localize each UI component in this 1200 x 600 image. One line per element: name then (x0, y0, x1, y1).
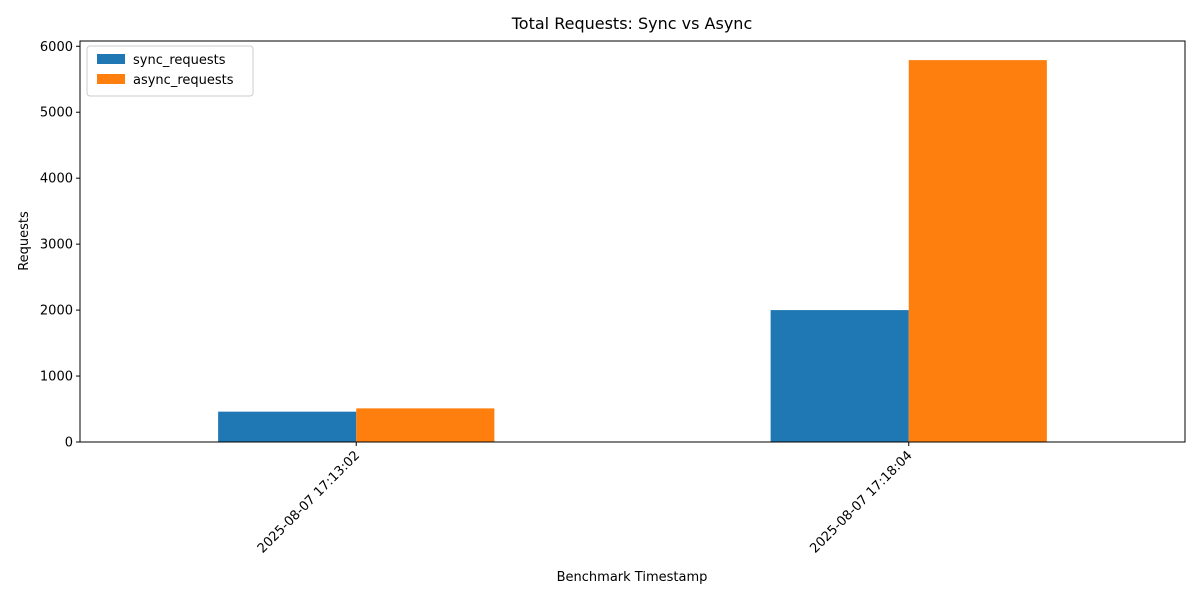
x-axis: 2025-08-07 17:13:02 2025-08-07 17:18:04 (255, 442, 916, 556)
bar-sync_requests-1 (770, 310, 909, 442)
y-tick-label: 6000 (40, 40, 73, 55)
plot-frame (79, 40, 1186, 443)
chart-title: Total Requests: Sync vs Async (511, 14, 752, 33)
bar-async_requests-0 (356, 408, 495, 442)
bar-async_requests-1 (908, 60, 1047, 442)
y-tick-label: 5000 (40, 106, 73, 121)
bar-sync_requests-0 (218, 411, 357, 442)
y-axis-label: Requests (17, 211, 32, 271)
y-tick-label: 0 (65, 436, 73, 451)
legend-swatch-sync_requests (97, 54, 125, 64)
plot-area (79, 40, 1186, 443)
y-tick-label: 1000 (40, 370, 73, 385)
legend-swatch-async_requests (97, 74, 125, 84)
x-axis-label: Benchmark Timestamp (557, 570, 708, 585)
legend-label-async_requests: async_requests (133, 73, 234, 88)
y-tick-label: 4000 (40, 172, 73, 187)
y-tick-label: 2000 (40, 304, 73, 319)
x-tick-label: 2025-08-07 17:13:02 (255, 448, 363, 556)
legend-label-sync_requests: sync_requests (133, 53, 226, 68)
legend: sync_requests async_requests (86, 45, 254, 97)
legend-box (86, 45, 254, 97)
x-tick-label: 2025-08-07 17:18:04 (807, 448, 915, 556)
y-tick-label: 3000 (40, 238, 73, 253)
y-axis: 0 1000 2000 3000 4000 5000 6000 (40, 40, 80, 451)
